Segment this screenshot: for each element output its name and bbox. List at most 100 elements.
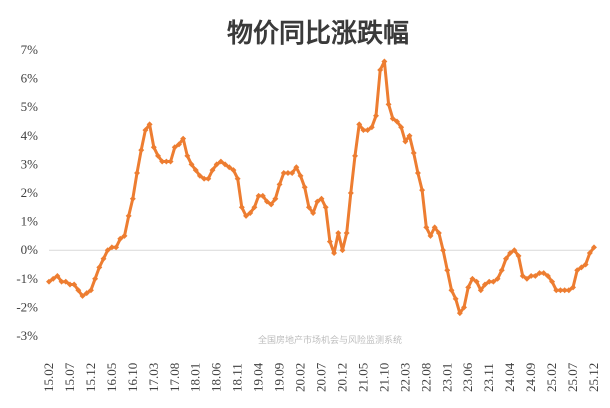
data-point [385,101,392,108]
data-point [519,272,526,279]
data-point [322,204,329,211]
watermark: 全国房地产市场机会与风险监测系统 [258,334,402,346]
data-point [549,278,556,285]
data-point [192,167,199,174]
data-point [561,287,568,294]
data-point [222,161,229,168]
data-point [201,175,208,182]
x-tick-label: 19.09 [272,363,287,392]
x-tick-label: 15.07 [62,362,77,392]
data-point [532,272,539,279]
data-point [138,147,145,154]
data-point [502,255,509,262]
data-point [305,204,312,211]
x-tick-label: 15.12 [83,363,98,392]
x-tick-label: 20.12 [334,363,349,392]
y-tick-label: -2% [16,299,38,314]
x-tick-label: 25.12 [586,363,601,392]
data-point [373,112,379,119]
data-point [175,141,182,148]
y-tick-label: 1% [21,214,39,229]
x-tick-label: 25.02 [544,363,559,392]
data-point [398,124,405,131]
data-point [515,252,522,259]
x-tick-label: 24.04 [502,362,517,392]
data-point [238,204,245,211]
data-point [582,261,589,268]
y-tick-label: 0% [21,242,39,257]
x-tick-label: 16.10 [125,363,140,392]
x-tick-label: 23.06 [460,362,475,392]
data-point [557,287,564,294]
data-point [402,138,409,145]
y-tick-label: 4% [21,128,39,143]
data-point [159,158,166,165]
data-point [389,115,396,122]
data-point [431,224,438,231]
data-point [456,310,463,317]
data-point [217,158,224,165]
x-tick-label: 16.05 [104,363,119,392]
data-point [570,284,577,291]
data-point [167,158,174,165]
series-markers [46,58,597,317]
data-point [423,224,430,231]
x-tick-label: 23.01 [439,363,454,392]
data-point [352,152,359,159]
x-tick-label: 22.03 [397,363,412,392]
data-point [301,184,308,191]
data-point [578,264,585,271]
x-tick-label: 17.08 [167,363,182,392]
data-point [465,284,472,291]
data-point [414,170,421,176]
data-point [155,152,161,159]
x-tick-label: 20.07 [314,362,329,392]
data-point [264,198,270,205]
y-axis-ticks: 7% 6% 5% 4% 3% 2% 1% 0% -1% -2% -3% [16,42,38,343]
data-point [318,195,325,202]
data-point [540,270,547,277]
data-point [553,287,560,294]
x-tick-label: 18.11 [230,363,245,392]
x-tick-label: 21.05 [355,363,370,392]
data-point [444,267,451,274]
x-tick-label: 22.08 [418,363,433,392]
data-point [565,287,572,294]
x-tick-label: 24.09 [523,363,538,392]
data-point [473,278,480,285]
data-point [213,161,220,168]
x-tick-label: 20.02 [293,363,308,392]
data-point [574,267,581,274]
data-point [134,170,141,176]
data-point [477,287,484,294]
data-point [469,275,476,282]
data-point [406,132,413,139]
data-point [58,278,65,285]
data-point [255,192,262,199]
y-tick-label: 2% [21,185,39,200]
data-point [230,167,237,174]
x-tick-label: 21.10 [376,363,391,392]
x-tick-label: 17.03 [146,363,161,392]
data-point [247,210,254,216]
x-tick-label: 18.06 [209,362,224,392]
x-tick-label: 15.02 [41,363,56,392]
data-point [377,67,384,73]
data-point [171,144,178,151]
data-point [310,210,317,216]
data-point [268,201,275,208]
y-tick-label: 3% [21,156,39,171]
data-point [184,152,191,159]
data-point [490,278,497,285]
data-point [343,230,350,237]
data-point [188,161,195,168]
data-point [536,270,543,277]
y-tick-label: -3% [16,328,38,343]
data-point [356,121,363,128]
data-point [419,187,426,194]
data-point [234,175,241,182]
data-point [486,278,493,285]
data-point [364,127,371,134]
x-axis-ticks: 15.02 15.07 15.12 16.05 16.10 17.03 17.08 18.01… [41,362,601,392]
